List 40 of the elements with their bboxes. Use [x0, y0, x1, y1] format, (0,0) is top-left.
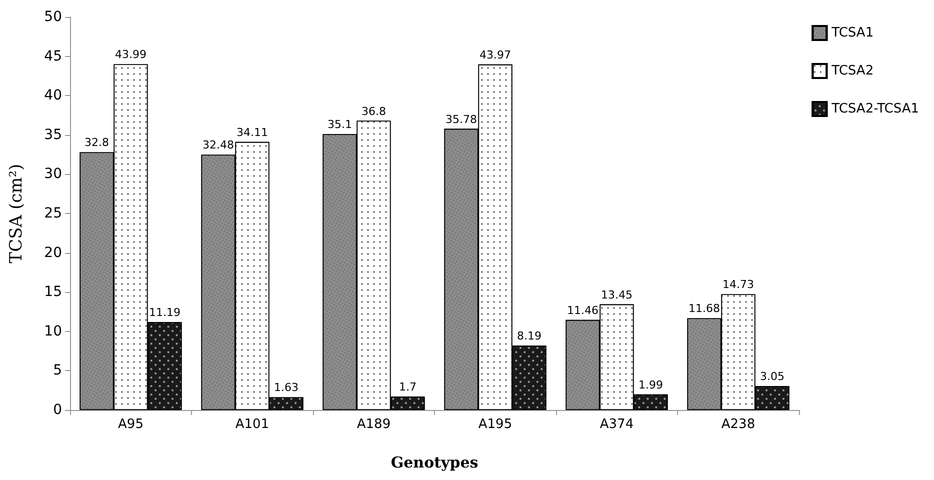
data-label: 32.48: [202, 138, 234, 152]
data-label: 11.46: [567, 304, 598, 317]
data-label: 35.1: [328, 118, 352, 132]
x-tick-label: A189: [356, 417, 391, 432]
legend-label: TCSA1: [830, 26, 874, 40]
data-label: 36.8: [362, 104, 386, 118]
data-label: 1.63: [274, 381, 298, 394]
data-label: 43.99: [115, 48, 146, 62]
legend-label: TCSA2: [830, 64, 874, 78]
data-label: 43.97: [480, 48, 511, 62]
data-label: 1.7: [399, 380, 416, 394]
data-label: 13.45: [601, 288, 632, 302]
data-label: 3.05: [760, 370, 784, 384]
x-tick-label: A195: [478, 417, 512, 432]
data-label: 14.73: [722, 278, 754, 292]
y-tick-label: 25: [44, 206, 62, 222]
x-tick-label: A374: [600, 417, 634, 432]
data-label: 8.19: [517, 330, 542, 343]
data-label: 34.11: [236, 126, 268, 139]
data-label: 11.19: [149, 306, 180, 320]
x-axis-title: Genotypes: [390, 454, 478, 472]
y-tick-label: 15: [44, 284, 62, 300]
y-tick-label: 20: [44, 244, 62, 261]
data-label: 32.8: [84, 136, 109, 150]
x-tick-label: A95: [118, 417, 144, 432]
y-tick-label: 35: [44, 126, 62, 143]
y-tick-label: 5: [53, 362, 62, 379]
x-tick-label: A101: [235, 417, 270, 432]
data-label: 11.68: [688, 302, 720, 316]
y-tick-label: 40: [44, 88, 62, 104]
y-tick-label: 10: [44, 323, 62, 340]
legend-label: TCSA2-TCSA1: [830, 102, 920, 116]
y-tick-label: 0: [53, 402, 62, 418]
data-label: 1.99: [638, 378, 663, 392]
x-tick-label: A238: [721, 417, 756, 432]
y-axis-title: TCSA (cm²): [6, 164, 26, 264]
y-tick-label: 50: [44, 9, 62, 25]
data-label: 35.78: [446, 112, 477, 126]
y-tick-label: 30: [44, 166, 62, 182]
y-tick-label: 45: [44, 48, 62, 64]
